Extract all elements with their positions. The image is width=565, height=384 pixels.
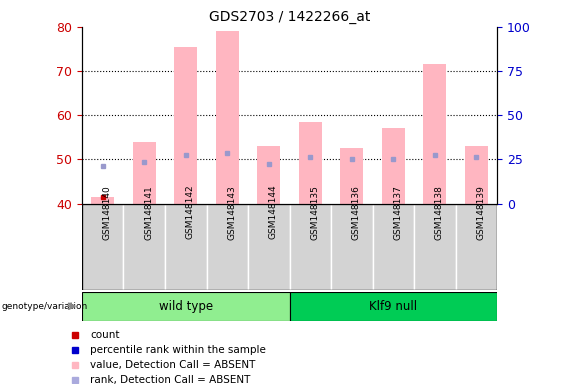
Text: GSM148138: GSM148138 <box>435 185 444 240</box>
Bar <box>382 128 405 204</box>
Text: GSM148136: GSM148136 <box>352 185 361 240</box>
Text: rank, Detection Call = ABSENT: rank, Detection Call = ABSENT <box>90 375 250 384</box>
Text: GSM148135: GSM148135 <box>310 185 319 240</box>
Bar <box>258 146 280 204</box>
Bar <box>289 292 497 321</box>
Bar <box>299 122 321 204</box>
Bar <box>216 31 238 204</box>
Text: percentile rank within the sample: percentile rank within the sample <box>90 345 266 355</box>
Bar <box>82 204 123 290</box>
Text: GSM148140: GSM148140 <box>103 185 112 240</box>
Text: GSM148143: GSM148143 <box>227 185 236 240</box>
Bar <box>331 204 373 290</box>
Text: GSM148139: GSM148139 <box>476 185 485 240</box>
Bar <box>92 197 114 204</box>
Bar <box>248 204 289 290</box>
Text: count: count <box>90 330 120 340</box>
Text: GSM148142: GSM148142 <box>186 185 195 240</box>
Bar <box>123 204 165 290</box>
Bar <box>133 142 155 204</box>
Bar <box>82 292 289 321</box>
Text: wild type: wild type <box>159 300 213 313</box>
Bar <box>414 204 455 290</box>
Title: GDS2703 / 1422266_at: GDS2703 / 1422266_at <box>209 10 370 25</box>
Text: GSM148144: GSM148144 <box>269 185 278 240</box>
Bar <box>373 204 414 290</box>
Text: GSM148137: GSM148137 <box>393 185 402 240</box>
Text: value, Detection Call = ABSENT: value, Detection Call = ABSENT <box>90 360 255 370</box>
Bar <box>207 204 248 290</box>
Bar <box>465 146 488 204</box>
Bar <box>165 204 207 290</box>
Bar <box>289 204 331 290</box>
Bar <box>424 65 446 204</box>
Text: Klf9 null: Klf9 null <box>370 300 418 313</box>
Bar <box>455 204 497 290</box>
Bar <box>175 47 197 204</box>
Text: genotype/variation: genotype/variation <box>2 302 88 311</box>
Bar <box>341 148 363 204</box>
Text: GSM148141: GSM148141 <box>144 185 153 240</box>
